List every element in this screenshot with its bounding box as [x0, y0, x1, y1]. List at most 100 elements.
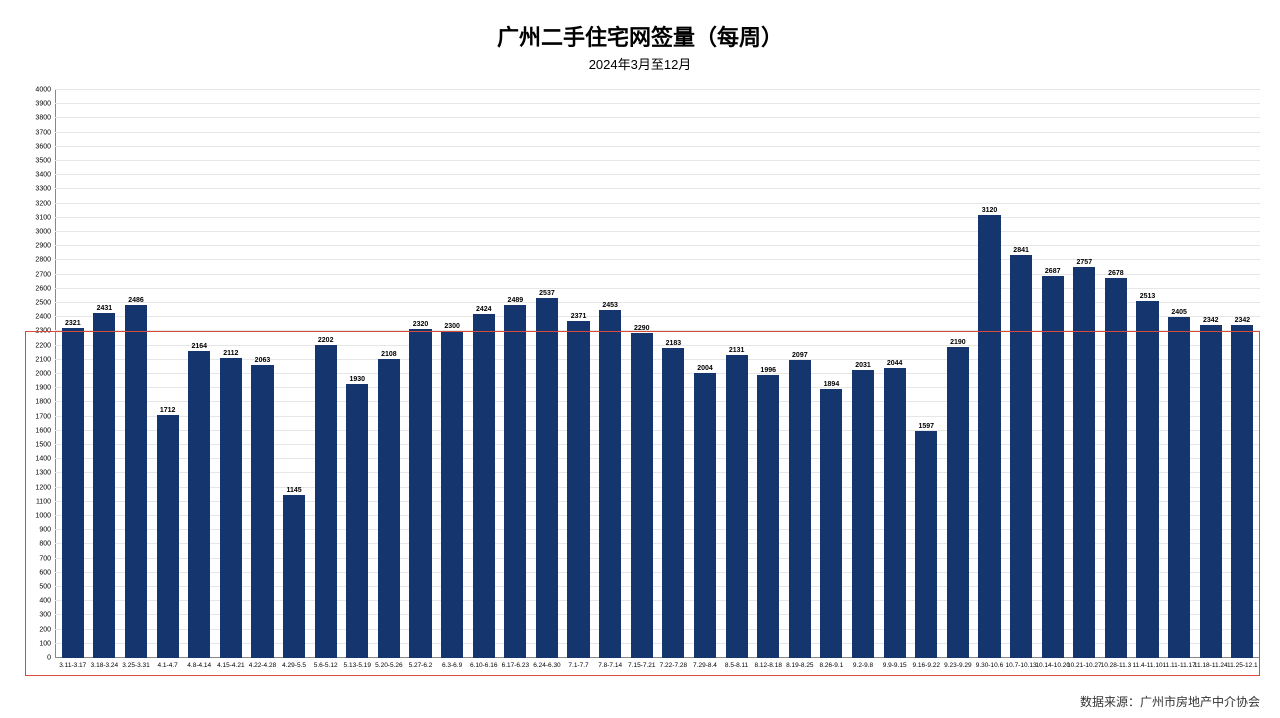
y-tick-label: 3100 [35, 214, 51, 221]
bar-slot: 21644.8-4.14 [183, 90, 215, 658]
bar-slot: 234211.25-12.1 [1227, 90, 1259, 658]
y-tick-label: 2900 [35, 243, 51, 250]
bar-slot: 24863.25-3.31 [120, 90, 152, 658]
x-tick-label: 6.24-6.30 [533, 662, 560, 669]
bar [947, 347, 969, 658]
bar-value-label: 2405 [1171, 309, 1187, 316]
y-tick-label: 3700 [35, 129, 51, 136]
y-tick-label: 2300 [35, 328, 51, 335]
bar [378, 359, 400, 658]
bar-value-label: 2486 [128, 297, 144, 304]
bar-slot: 20047.29-8.4 [689, 90, 721, 658]
chart-title: 广州二手住宅网签量（每周） [20, 20, 1260, 52]
bar [757, 375, 779, 658]
bar [1042, 276, 1064, 658]
bar-value-label: 2687 [1045, 268, 1061, 275]
bars-group: 23213.11-3.1724313.18-3.2424863.25-3.311… [55, 90, 1260, 658]
x-tick-label: 7.22-7.28 [660, 662, 687, 669]
bar [220, 358, 242, 658]
bar-slot: 17124.1-4.7 [152, 90, 184, 658]
bar [125, 305, 147, 658]
x-tick-label: 4.1-4.7 [158, 662, 178, 669]
bar-value-label: 2321 [65, 320, 81, 327]
x-tick-label: 10.14-10.20 [1035, 662, 1070, 669]
bar-slot: 22025.6-5.12 [310, 90, 342, 658]
y-tick-label: 2400 [35, 314, 51, 321]
bar-value-label: 2131 [729, 347, 745, 354]
bar-value-label: 2202 [318, 337, 334, 344]
bar-slot: 234211.18-11.24 [1195, 90, 1227, 658]
x-tick-label: 6.17-6.23 [502, 662, 529, 669]
plot-area: 0100200300400500600700800900100011001200… [55, 90, 1260, 658]
bar-value-label: 2044 [887, 360, 903, 367]
chart-container: 广州二手住宅网签量（每周） 2024年3月至12月 01002003004005… [0, 0, 1280, 718]
x-tick-label: 9.16-9.22 [913, 662, 940, 669]
bar-slot: 20319.2-9.8 [847, 90, 879, 658]
bar-value-label: 2453 [602, 302, 618, 309]
bar-slot: 23213.11-3.17 [57, 90, 89, 658]
bar [1010, 255, 1032, 658]
bar [1136, 301, 1158, 658]
x-tick-label: 7.1-7.7 [568, 662, 588, 669]
bar [473, 314, 495, 658]
bar [599, 310, 621, 658]
y-tick-label: 2500 [35, 300, 51, 307]
x-tick-label: 10.21-10.27 [1067, 662, 1102, 669]
bar [694, 373, 716, 658]
bar [789, 360, 811, 658]
y-tick-label: 2200 [35, 342, 51, 349]
y-tick-label: 1400 [35, 456, 51, 463]
y-tick-label: 800 [39, 541, 51, 548]
x-tick-label: 5.13-5.19 [344, 662, 371, 669]
bar [504, 305, 526, 658]
y-tick-label: 1000 [35, 513, 51, 520]
bar-value-label: 2097 [792, 352, 808, 359]
bar-value-label: 1145 [286, 487, 301, 494]
x-tick-label: 11.11-11.17 [1163, 662, 1196, 669]
bar-slot: 23717.1-7.7 [563, 90, 595, 658]
y-tick-label: 700 [39, 555, 51, 562]
x-tick-label: 8.5-8.11 [725, 662, 748, 669]
bar-slot: 267810.28-11.3 [1100, 90, 1132, 658]
y-tick-label: 3300 [35, 186, 51, 193]
x-tick-label: 5.6-5.12 [314, 662, 338, 669]
x-tick-label: 8.19-8.25 [786, 662, 813, 669]
y-tick-label: 3900 [35, 101, 51, 108]
bar-value-label: 2537 [539, 290, 555, 297]
bar [441, 331, 463, 658]
bar [662, 348, 684, 658]
x-tick-label: 7.15-7.21 [628, 662, 655, 669]
bar [631, 333, 653, 658]
bar-slot: 251311.4-11.10 [1132, 90, 1164, 658]
bar [726, 355, 748, 658]
bar-value-label: 2183 [666, 340, 682, 347]
bar-value-label: 2431 [97, 305, 113, 312]
chart-subtitle: 2024年3月至12月 [20, 54, 1260, 73]
bar [315, 345, 337, 658]
bar-slot: 268710.14-10.20 [1037, 90, 1069, 658]
bar-value-label: 2320 [413, 321, 429, 328]
bar-value-label: 2112 [223, 350, 238, 357]
y-tick-label: 3500 [35, 158, 51, 165]
bar-value-label: 2108 [381, 351, 397, 358]
x-tick-label: 10.28-11.3 [1101, 662, 1132, 669]
y-tick-label: 300 [39, 612, 51, 619]
bar-value-label: 1894 [824, 381, 840, 388]
bar [1168, 317, 1190, 659]
bar-slot: 18948.26-9.1 [816, 90, 848, 658]
bar-value-label: 2300 [444, 323, 460, 330]
y-tick-label: 3400 [35, 172, 51, 179]
x-tick-label: 6.3-6.9 [442, 662, 462, 669]
bar-slot: 25376.24-6.30 [531, 90, 563, 658]
bar-value-label: 2841 [1013, 247, 1029, 254]
bar-slot: 31209.30-10.6 [974, 90, 1006, 658]
bar [1231, 325, 1253, 658]
bar-value-label: 2290 [634, 325, 650, 332]
x-tick-label: 3.11-3.17 [59, 662, 86, 669]
y-tick-label: 3200 [35, 200, 51, 207]
y-tick-label: 600 [39, 569, 51, 576]
y-tick-label: 200 [39, 626, 51, 633]
y-tick-label: 500 [39, 584, 51, 591]
y-tick-label: 1800 [35, 399, 51, 406]
bar-slot: 24313.18-3.24 [89, 90, 121, 658]
